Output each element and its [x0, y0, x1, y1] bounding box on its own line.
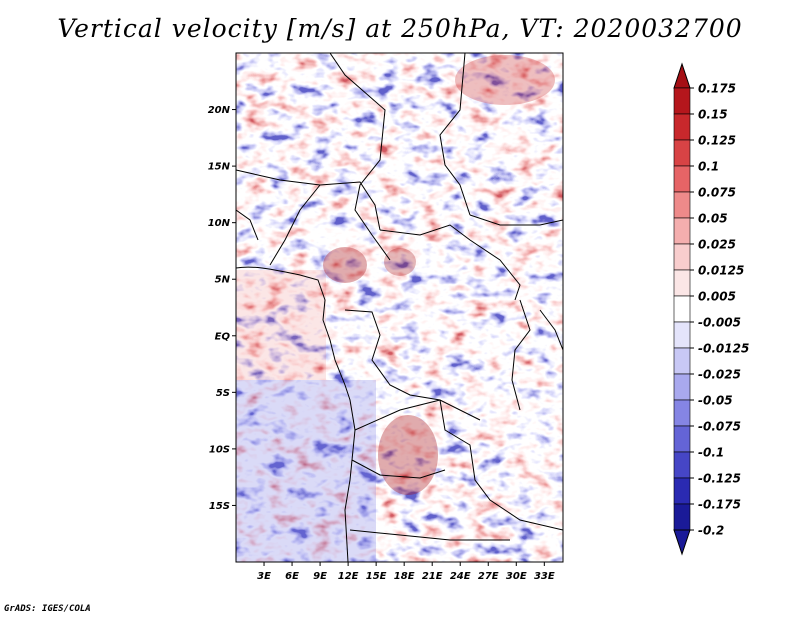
lat-tick-label: 20N [208, 105, 231, 116]
colorbar-swatch [673, 139, 691, 167]
lon-tick-label: 12E [338, 571, 359, 582]
lon-tick-label: 3E [257, 571, 271, 582]
colorbar-label: -0.1 [698, 446, 724, 460]
lat-tick-label: 10N [208, 218, 231, 229]
colorbar-label: -0.0125 [698, 342, 749, 356]
colorbar-swatch [673, 451, 691, 479]
colorbar-swatch [673, 243, 691, 271]
colorbar-label: 0.125 [698, 134, 736, 148]
colorbar-label: 0.075 [698, 186, 736, 200]
lon-tick-label: 9E [313, 571, 327, 582]
colorbar: 0.175 0.15 0.125 0.1 0.075 0.05 0.025 0.0125 0.0… [673, 62, 749, 556]
lat-tick-label: 5N [215, 275, 231, 286]
map-frame [235, 52, 564, 563]
lat-tick-label: 5S [216, 388, 230, 399]
colorbar-label: -0.075 [698, 420, 741, 434]
longitude-axis: 3E 6E 9E 12E 15E 18E 21E 24E 27E 30E 33E [257, 562, 555, 582]
colorbar-swatch [673, 295, 691, 323]
colorbar-swatch [673, 399, 691, 427]
colorbar-swatch [673, 321, 691, 349]
country-boundaries [236, 53, 563, 562]
lon-tick-label: 24E [450, 571, 471, 582]
colorbar-swatch [673, 477, 691, 505]
vertical-velocity-field [236, 53, 563, 562]
lon-tick-label: 30E [506, 571, 527, 582]
colorbar-label: -0.2 [698, 524, 724, 538]
colorbar-label: 0.15 [698, 108, 728, 122]
map-title: Vertical velocity [m/s] at 250hPa, VT: 2… [57, 14, 743, 43]
lon-tick-label: 18E [394, 571, 415, 582]
colorbar-swatch [673, 217, 691, 245]
colorbar-label: 0.05 [698, 212, 728, 226]
colorbar-swatch [673, 191, 691, 219]
latitude-axis: 20N 15N 10N 5N EQ 5S 10S 15S [208, 105, 236, 512]
colorbar-label: 0.1 [698, 160, 719, 174]
colorbar-overflow-top [673, 62, 691, 89]
colorbar-label: -0.025 [698, 368, 741, 382]
colorbar-label: 0.025 [698, 238, 736, 252]
colorbar-swatch [673, 503, 691, 531]
colorbar-swatch [673, 87, 691, 115]
colorbar-swatch [673, 425, 691, 453]
colorbar-swatch [673, 165, 691, 193]
colorbar-swatch [673, 347, 691, 375]
lat-tick-label: 10S [209, 444, 230, 455]
lon-tick-label: 6E [285, 571, 299, 582]
colorbar-swatch [673, 113, 691, 141]
colorbar-label: 0.005 [698, 290, 736, 304]
colorbar-swatch [673, 373, 691, 401]
credit-text: GrADS: IGES/COLA [4, 604, 91, 614]
colorbar-swatch [673, 269, 691, 297]
colorbar-label: -0.175 [698, 498, 741, 512]
colorbar-label: -0.05 [698, 394, 733, 408]
lon-tick-label: 15E [366, 571, 387, 582]
lon-tick-label: 27E [478, 571, 499, 582]
colorbar-label: 0.0125 [698, 264, 744, 278]
lon-tick-label: 21E [422, 571, 443, 582]
colorbar-label: 0.175 [698, 82, 736, 96]
colorbar-label: -0.125 [698, 472, 741, 486]
lon-tick-label: 33E [534, 571, 555, 582]
lat-tick-label: 15N [208, 162, 231, 173]
colorbar-label: -0.005 [698, 316, 741, 330]
lat-tick-label: EQ [215, 331, 231, 342]
colorbar-overflow-bottom [673, 529, 691, 556]
lat-tick-label: 15S [209, 501, 230, 512]
